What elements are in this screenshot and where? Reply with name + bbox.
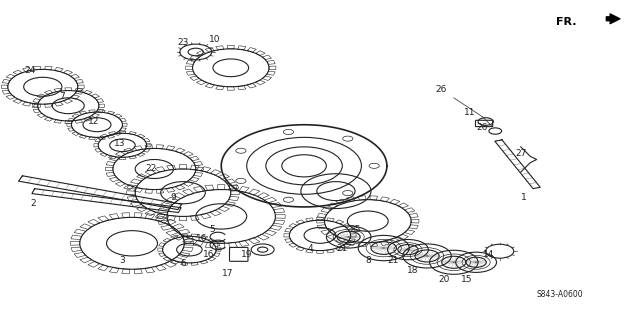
Text: 15: 15	[461, 275, 472, 284]
Text: 23: 23	[177, 38, 189, 47]
Text: 18: 18	[406, 266, 418, 275]
Text: 25: 25	[349, 225, 361, 234]
Text: 24: 24	[24, 66, 36, 76]
Text: 21: 21	[337, 243, 348, 253]
Text: 12: 12	[88, 117, 99, 126]
Text: 26: 26	[435, 85, 447, 94]
Text: 17: 17	[222, 269, 234, 278]
Text: 1: 1	[521, 193, 527, 202]
Text: 27: 27	[515, 149, 527, 158]
Text: 7: 7	[59, 92, 65, 101]
Text: 21: 21	[388, 256, 399, 265]
Text: 4: 4	[308, 243, 313, 253]
Text: 13: 13	[113, 139, 125, 148]
Text: 22: 22	[145, 165, 157, 174]
Text: 6: 6	[180, 259, 186, 268]
Text: 16: 16	[203, 250, 214, 259]
Text: 16: 16	[196, 234, 208, 243]
Text: 20: 20	[438, 275, 450, 284]
Text: 11: 11	[464, 108, 476, 116]
Text: 2: 2	[31, 199, 36, 208]
Text: 3: 3	[120, 256, 125, 265]
Text: 14: 14	[483, 250, 495, 259]
Text: 10: 10	[209, 35, 221, 44]
Text: 26: 26	[477, 123, 488, 132]
Text: S843-A0600: S843-A0600	[537, 290, 583, 299]
Text: 19: 19	[241, 250, 252, 259]
Text: 8: 8	[365, 256, 371, 265]
Text: 9: 9	[171, 193, 176, 202]
Text: FR.: FR.	[556, 17, 576, 27]
Text: 5: 5	[209, 225, 214, 234]
